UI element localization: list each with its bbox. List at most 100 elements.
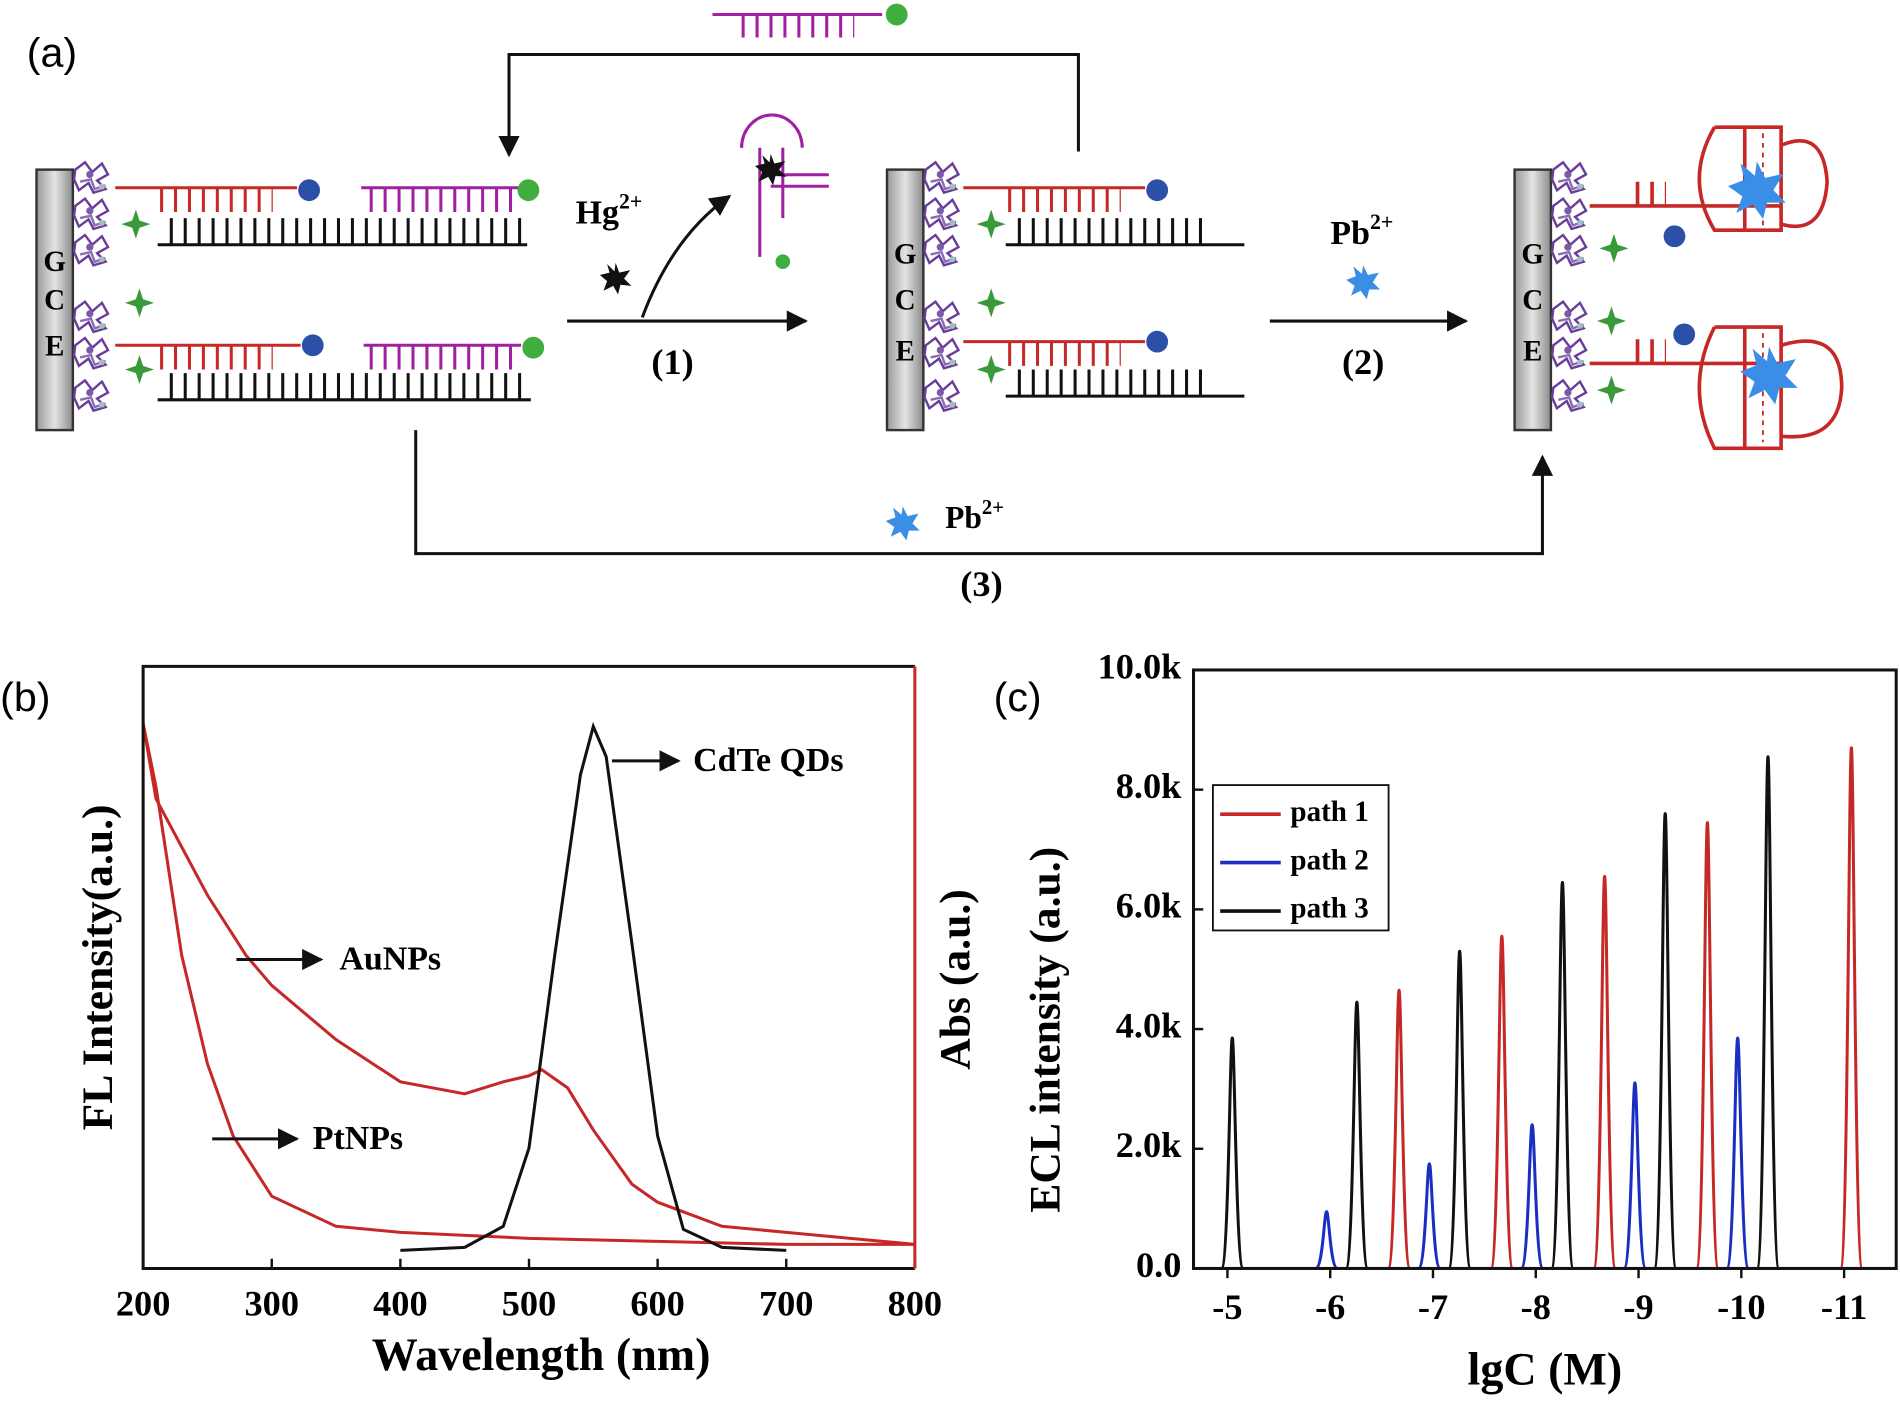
series-line xyxy=(141,723,915,1246)
legend-label: path 2 xyxy=(1290,844,1368,876)
pb-ion xyxy=(1728,161,1786,220)
y-tick-label: 8.0k xyxy=(1116,766,1182,806)
electrode xyxy=(72,197,110,231)
step-label: (2) xyxy=(1342,342,1384,382)
electrode xyxy=(1599,233,1629,263)
electrode xyxy=(35,168,75,432)
electrode xyxy=(1513,161,1629,432)
dna-strands xyxy=(1146,179,1169,202)
electrode xyxy=(35,161,155,432)
electrode xyxy=(885,168,925,432)
annotation: PtNPs xyxy=(313,1120,403,1157)
electrode xyxy=(1550,336,1588,370)
scheme xyxy=(885,506,920,541)
electrode-letter: G xyxy=(43,246,66,278)
dna-strands xyxy=(1146,330,1169,353)
electrode xyxy=(923,197,960,231)
dna-strands xyxy=(522,336,545,359)
panel-label: (b) xyxy=(0,674,50,720)
electrode xyxy=(72,336,110,370)
legend-box xyxy=(1211,784,1390,932)
g-quadruplex xyxy=(1589,325,1844,451)
hairpin xyxy=(740,113,829,269)
electrode xyxy=(923,161,960,194)
scheme xyxy=(1346,265,1381,300)
electrode-letter: G xyxy=(1521,239,1544,271)
x-tick-label: -11 xyxy=(1821,1287,1867,1327)
series-line xyxy=(141,723,916,1246)
electrode xyxy=(1596,306,1627,336)
spike xyxy=(1622,1081,1648,1270)
hairpin xyxy=(740,113,804,148)
x-tick-label: 400 xyxy=(373,1284,428,1324)
electrode xyxy=(1550,197,1588,231)
recycle-strand xyxy=(712,3,908,38)
spike xyxy=(1838,746,1864,1270)
dna-strands xyxy=(301,334,324,357)
x-tick-label: 800 xyxy=(888,1284,943,1324)
label-ball xyxy=(1673,323,1696,346)
spike xyxy=(1725,1036,1751,1270)
x-tick-label: 300 xyxy=(244,1284,298,1324)
electrode xyxy=(923,336,960,370)
electrode-letter: E xyxy=(895,335,914,367)
x-tick-label: -7 xyxy=(1418,1287,1448,1327)
electrode-letter: E xyxy=(45,331,64,363)
electrode xyxy=(976,354,1006,385)
scheme xyxy=(599,262,632,295)
chart-c: (c) 0.0 2.0k 4.0k 6.0k 8.0k 10.0k -5 -6 -7 -8 -9 -10… xyxy=(994,646,1898,1394)
electrode xyxy=(72,300,110,334)
legend-label: path 3 xyxy=(1290,893,1368,925)
panel-label: (a) xyxy=(27,30,77,76)
electrode-letter: E xyxy=(1523,335,1542,367)
spike xyxy=(1416,1162,1442,1270)
electrode-letter: G xyxy=(894,239,917,271)
electrode xyxy=(72,379,110,412)
step-label: (3) xyxy=(960,564,1002,604)
electrode-letter: C xyxy=(44,285,65,317)
electrode xyxy=(72,161,110,194)
x-tick-label: 500 xyxy=(502,1284,557,1324)
electrode xyxy=(1550,233,1588,267)
x-tick-label: 600 xyxy=(630,1284,685,1324)
chart-b: (b) 200 300 400 500 600 700 800 Wavelength (nm) F… xyxy=(0,664,980,1380)
electrode xyxy=(121,209,151,239)
y-tick-label: 2.0k xyxy=(1116,1125,1182,1165)
x-tick-label: -10 xyxy=(1717,1287,1765,1327)
scheme: (a) G C E xyxy=(27,3,1844,604)
spike xyxy=(1755,755,1781,1270)
dna-strands xyxy=(517,179,540,202)
spike xyxy=(1550,880,1575,1270)
spike xyxy=(1314,1210,1339,1270)
y-tick-label: 6.0k xyxy=(1116,886,1182,926)
g-quadruplex xyxy=(1589,125,1829,233)
spike xyxy=(1386,988,1412,1270)
spike xyxy=(1489,934,1515,1270)
electrode xyxy=(1550,161,1588,194)
axes-frame xyxy=(141,664,915,1270)
spike xyxy=(1592,874,1618,1270)
spike xyxy=(1519,1123,1545,1270)
electrode xyxy=(124,288,155,318)
spike xyxy=(1695,821,1720,1270)
y-tick-label: 0.0 xyxy=(1136,1245,1181,1285)
y-tick-label: 10.0k xyxy=(1098,646,1183,686)
g-quadruplex xyxy=(1589,125,1844,451)
y2-axis-label: Abs (a.u.) xyxy=(932,889,980,1070)
spike xyxy=(1344,1000,1370,1270)
spike xyxy=(1447,949,1473,1270)
x-tick-label: -9 xyxy=(1623,1287,1653,1327)
axes-frame xyxy=(1192,668,1898,1270)
hairpin xyxy=(740,113,804,148)
spike xyxy=(1652,812,1678,1270)
series-line xyxy=(400,721,787,1252)
electrode xyxy=(923,379,960,412)
electrode xyxy=(1513,168,1553,432)
x-tick-label: -5 xyxy=(1212,1287,1242,1327)
dna-strands xyxy=(298,179,321,202)
electrode xyxy=(1550,300,1588,334)
x-tick-label: -8 xyxy=(1521,1287,1551,1327)
electrode xyxy=(976,209,1006,239)
electrode-letter: C xyxy=(1522,285,1543,317)
